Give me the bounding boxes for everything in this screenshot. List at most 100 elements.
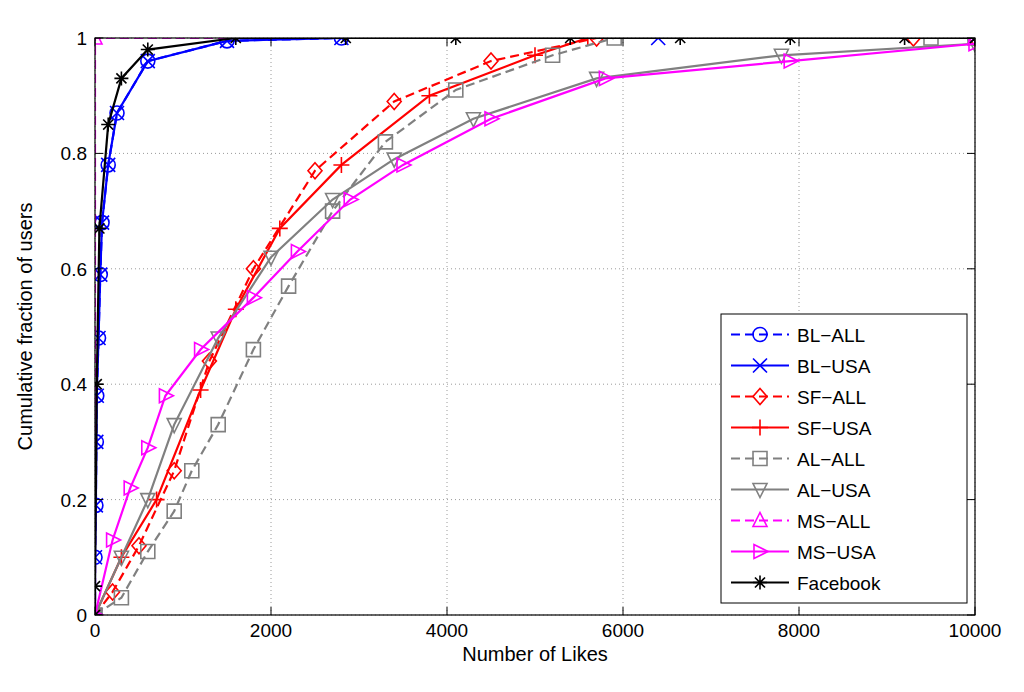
data-point [95, 608, 102, 615]
legend-line [731, 333, 789, 335]
series-line [95, 38, 975, 615]
data-point [132, 538, 146, 554]
tick [967, 268, 975, 269]
tick-label: 2000 [250, 620, 292, 641]
background [0, 0, 1024, 692]
legend-marker [753, 452, 767, 466]
tick [799, 38, 800, 46]
grid-line [95, 153, 975, 154]
tick [95, 153, 103, 154]
legend-label: AL−ALL [797, 449, 865, 470]
data-point [898, 38, 912, 45]
x-axis-label: Number of Likes [462, 643, 608, 665]
legend-label: AL−USA [797, 480, 871, 501]
data-point [142, 441, 156, 455]
tick [975, 607, 976, 615]
data-point [339, 38, 353, 45]
data-point [421, 88, 437, 104]
data-point [211, 418, 225, 432]
legend-marker [754, 545, 768, 559]
data-point [599, 71, 613, 85]
data-point [167, 504, 181, 518]
data-point [114, 591, 128, 605]
series [95, 38, 975, 615]
data-point [95, 216, 109, 230]
legend-marker [753, 359, 767, 373]
tick [623, 607, 624, 615]
legend-label: BL−USA [797, 356, 871, 377]
legend-label: SF−ALL [797, 387, 866, 408]
series-line [95, 38, 975, 615]
tick-label: 8000 [778, 620, 820, 641]
data-point [272, 220, 288, 236]
data-point [326, 194, 340, 208]
series-line [95, 44, 975, 615]
series-line [95, 38, 975, 615]
legend-marker [752, 420, 768, 436]
tick [95, 38, 96, 46]
series-line [95, 38, 975, 615]
data-point [211, 332, 225, 346]
data-point [167, 419, 181, 433]
tick [623, 38, 624, 46]
tick [967, 384, 975, 385]
data-point [95, 579, 102, 593]
series-line [95, 38, 975, 615]
tick [95, 499, 103, 500]
tick [967, 153, 975, 154]
legend-line [731, 488, 789, 490]
data-point [387, 153, 401, 167]
data-point [449, 83, 463, 97]
series [95, 38, 975, 615]
data-point [546, 48, 560, 62]
data-point [563, 38, 577, 45]
tick-label: 1 [76, 28, 87, 49]
series [95, 38, 975, 615]
tick-label: 4000 [426, 620, 468, 641]
plot-frame [95, 38, 975, 615]
tick [967, 38, 975, 39]
tick [95, 384, 103, 385]
tick [447, 607, 448, 615]
legend-label: SF−USA [797, 418, 872, 439]
legend: BL−ALLBL−USASF−ALLSF−USAAL−ALLAL−USAMS−A… [721, 314, 967, 603]
tick-label: 0.8 [61, 143, 87, 164]
legend-marker [753, 576, 767, 590]
tick [95, 615, 103, 616]
grid-line [623, 38, 624, 615]
series [95, 38, 975, 615]
data-point [95, 38, 102, 44]
data-point [141, 494, 155, 508]
legend-box [721, 314, 967, 603]
data-point [107, 533, 121, 547]
legend-label: Facebook [797, 573, 881, 594]
data-point [397, 158, 411, 172]
data-point [246, 343, 260, 357]
legend-label: BL−ALL [797, 325, 865, 346]
series [95, 38, 975, 615]
grid-line [95, 268, 975, 269]
data-point [124, 481, 138, 495]
data-point [159, 389, 173, 403]
data-point [968, 38, 975, 45]
data-point [114, 551, 128, 565]
tick-label: 0.2 [61, 490, 87, 511]
data-point [264, 251, 278, 265]
legend-line [731, 550, 789, 552]
data-point [673, 38, 687, 45]
data-point [783, 38, 797, 45]
data-point [229, 38, 243, 45]
data-point [247, 291, 261, 305]
chart: 020004000600080001000000.20.40.60.81Numb… [0, 0, 1024, 692]
plot-data [95, 38, 975, 615]
data-point [291, 244, 305, 258]
legend-line [731, 519, 789, 521]
series [95, 38, 975, 615]
tick [95, 38, 103, 39]
y-axis-label: Cumulative fraction of users [14, 203, 36, 451]
tick [271, 38, 272, 46]
data-point [333, 157, 349, 173]
legend-line [731, 395, 789, 397]
data-point [95, 608, 103, 615]
tick-label: 0.4 [61, 374, 88, 395]
